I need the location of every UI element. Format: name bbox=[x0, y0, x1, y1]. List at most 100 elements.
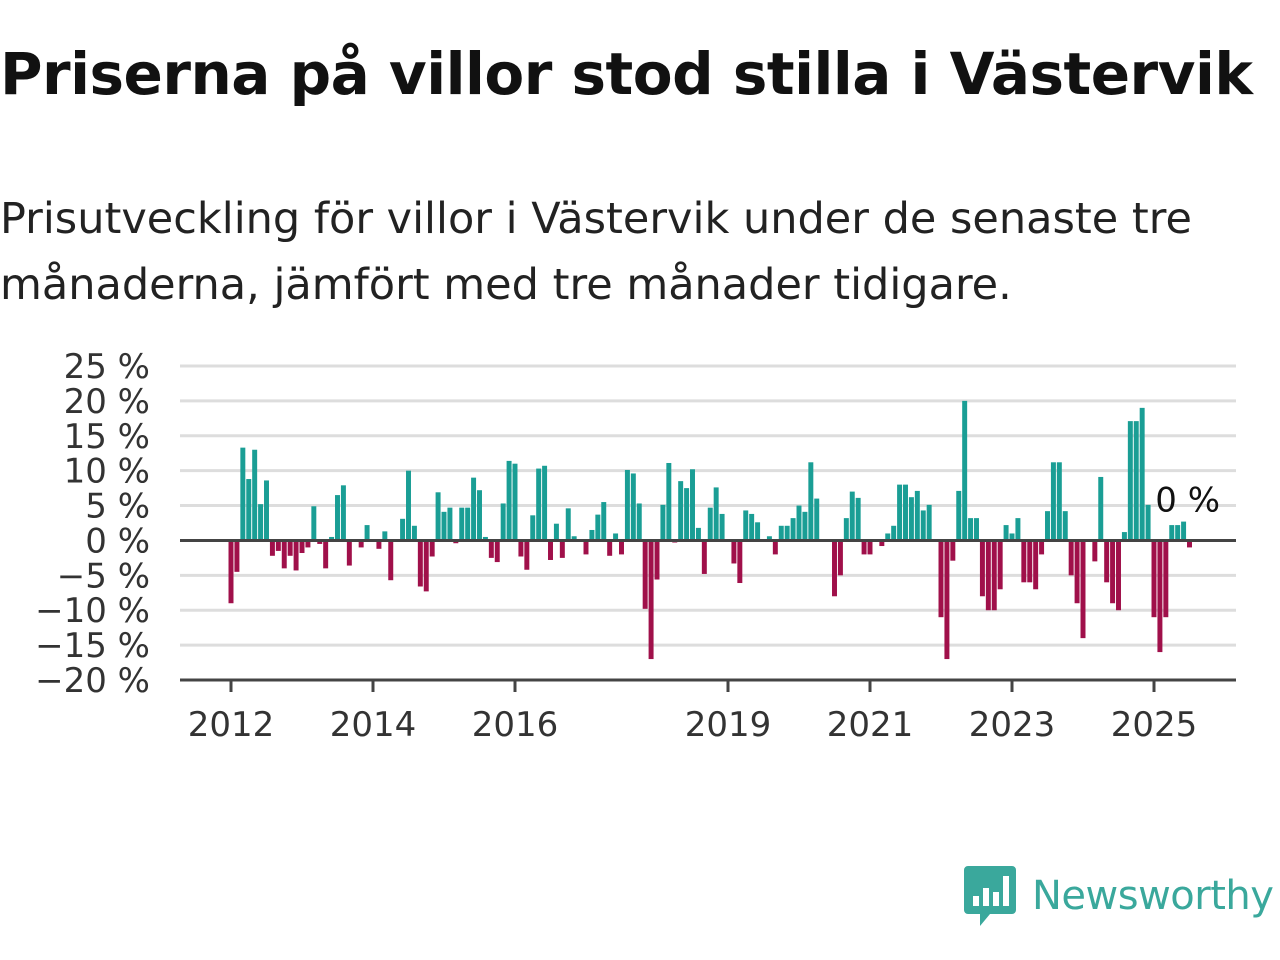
y-tick-label: 10 % bbox=[64, 452, 150, 492]
x-tick-label: 2019 bbox=[685, 705, 772, 745]
bar bbox=[1133, 421, 1139, 541]
bar bbox=[447, 507, 453, 541]
bar bbox=[885, 533, 891, 541]
bar bbox=[1027, 540, 1033, 583]
y-tick-label: −5 % bbox=[57, 556, 150, 596]
bar bbox=[400, 518, 406, 541]
x-tick-label: 2014 bbox=[330, 705, 417, 745]
bar bbox=[1080, 540, 1086, 639]
bar bbox=[536, 468, 542, 541]
bar bbox=[642, 540, 648, 609]
bar bbox=[601, 502, 607, 541]
logo-wordmark: Newsworthy bbox=[1032, 873, 1274, 919]
bar bbox=[648, 540, 654, 660]
bar bbox=[772, 540, 778, 555]
bar bbox=[542, 465, 548, 541]
bar bbox=[903, 484, 908, 541]
y-tick-label: 25 % bbox=[64, 347, 150, 387]
bar bbox=[778, 525, 784, 541]
bar bbox=[512, 463, 518, 541]
bar bbox=[1015, 518, 1021, 541]
bar bbox=[275, 540, 281, 551]
bar bbox=[1181, 521, 1187, 541]
bar bbox=[471, 477, 477, 541]
bar bbox=[808, 462, 814, 541]
bar bbox=[406, 470, 411, 541]
bar bbox=[1074, 540, 1080, 604]
bar bbox=[1003, 525, 1009, 541]
bar bbox=[477, 490, 482, 541]
bar bbox=[920, 510, 926, 541]
bar bbox=[956, 490, 962, 541]
bar bbox=[293, 540, 299, 571]
bar bbox=[619, 540, 624, 555]
bar bbox=[719, 513, 725, 541]
bar bbox=[908, 497, 914, 541]
y-tick-label: −20 % bbox=[35, 661, 150, 701]
bar bbox=[1116, 540, 1121, 611]
bar bbox=[897, 484, 903, 541]
bar bbox=[979, 540, 985, 597]
bar bbox=[258, 504, 264, 541]
bar bbox=[382, 531, 388, 541]
bar bbox=[329, 536, 335, 541]
bar bbox=[926, 504, 932, 541]
bar bbox=[938, 540, 944, 618]
y-tick-label: 5 % bbox=[85, 487, 150, 527]
bar bbox=[1139, 407, 1145, 541]
bar bbox=[299, 540, 305, 554]
bar bbox=[1062, 511, 1068, 541]
bar bbox=[518, 540, 524, 557]
bar bbox=[737, 540, 743, 584]
bar bbox=[1045, 511, 1050, 541]
bar bbox=[264, 480, 269, 541]
bar bbox=[1175, 525, 1181, 541]
bar bbox=[269, 540, 275, 556]
bar bbox=[1009, 533, 1015, 541]
bar bbox=[287, 540, 293, 556]
bar bbox=[459, 507, 465, 541]
bar bbox=[246, 479, 252, 541]
bar bbox=[1092, 540, 1098, 562]
chart-title: Priserna på villor stod stilla i Västerv… bbox=[0, 40, 1253, 108]
bar bbox=[867, 540, 873, 555]
bar bbox=[766, 536, 772, 541]
bar bbox=[583, 540, 589, 555]
bar bbox=[796, 505, 802, 541]
bar bbox=[530, 515, 536, 541]
bar bbox=[701, 540, 707, 574]
bar bbox=[743, 510, 749, 541]
bar bbox=[695, 527, 701, 541]
bar bbox=[891, 525, 897, 541]
bar bbox=[784, 525, 790, 541]
bar bbox=[305, 540, 311, 548]
bar bbox=[441, 511, 447, 541]
bar bbox=[317, 540, 323, 544]
bar bbox=[654, 540, 660, 580]
bar bbox=[1068, 540, 1074, 576]
bar bbox=[707, 507, 713, 541]
bar bbox=[1163, 540, 1169, 618]
bar bbox=[1151, 540, 1157, 618]
bar bbox=[843, 518, 849, 541]
bar bbox=[1110, 540, 1116, 604]
bar bbox=[630, 473, 636, 541]
bar bbox=[482, 536, 488, 541]
bar bbox=[802, 511, 808, 541]
chart-subtitle: Prisutveckling för villor i Västervik un… bbox=[0, 194, 1192, 310]
bar bbox=[944, 540, 950, 660]
bar bbox=[376, 540, 382, 549]
bar bbox=[488, 540, 494, 558]
bar bbox=[429, 540, 435, 557]
gridlines bbox=[180, 364, 1236, 647]
bar bbox=[991, 540, 997, 611]
axes bbox=[180, 538, 1236, 692]
bar bbox=[1145, 504, 1151, 541]
bar bbox=[1169, 525, 1175, 541]
y-tick-label: 0 % bbox=[85, 521, 150, 561]
bar bbox=[281, 540, 287, 569]
bar bbox=[731, 540, 737, 564]
y-tick-label: −10 % bbox=[35, 591, 150, 631]
bar bbox=[506, 460, 512, 541]
bar bbox=[595, 514, 601, 541]
